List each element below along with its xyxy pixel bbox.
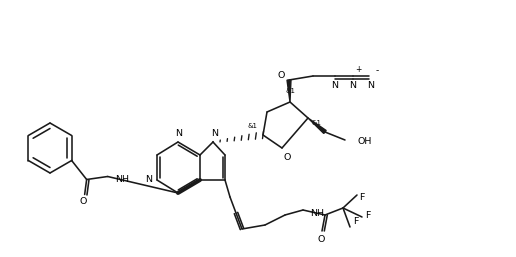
Text: N: N xyxy=(331,80,338,89)
Text: N: N xyxy=(175,128,183,137)
Text: O: O xyxy=(80,197,87,206)
Text: F: F xyxy=(359,194,365,203)
Polygon shape xyxy=(308,118,326,133)
Text: N: N xyxy=(349,80,357,89)
Text: N: N xyxy=(367,80,375,89)
Text: O: O xyxy=(277,70,285,79)
Text: F: F xyxy=(353,217,359,226)
Text: NH: NH xyxy=(115,175,128,184)
Text: -: - xyxy=(375,67,379,76)
Text: NH: NH xyxy=(310,208,324,217)
Text: O: O xyxy=(283,152,291,161)
Text: N: N xyxy=(212,128,218,137)
Text: OH: OH xyxy=(357,137,372,146)
Text: &1: &1 xyxy=(248,123,258,129)
Text: O: O xyxy=(317,234,325,243)
Text: N: N xyxy=(146,176,153,185)
Text: &1: &1 xyxy=(285,88,295,94)
Text: +: + xyxy=(355,66,361,75)
Polygon shape xyxy=(287,80,291,102)
Text: F: F xyxy=(365,210,370,219)
Text: &1: &1 xyxy=(311,120,321,126)
